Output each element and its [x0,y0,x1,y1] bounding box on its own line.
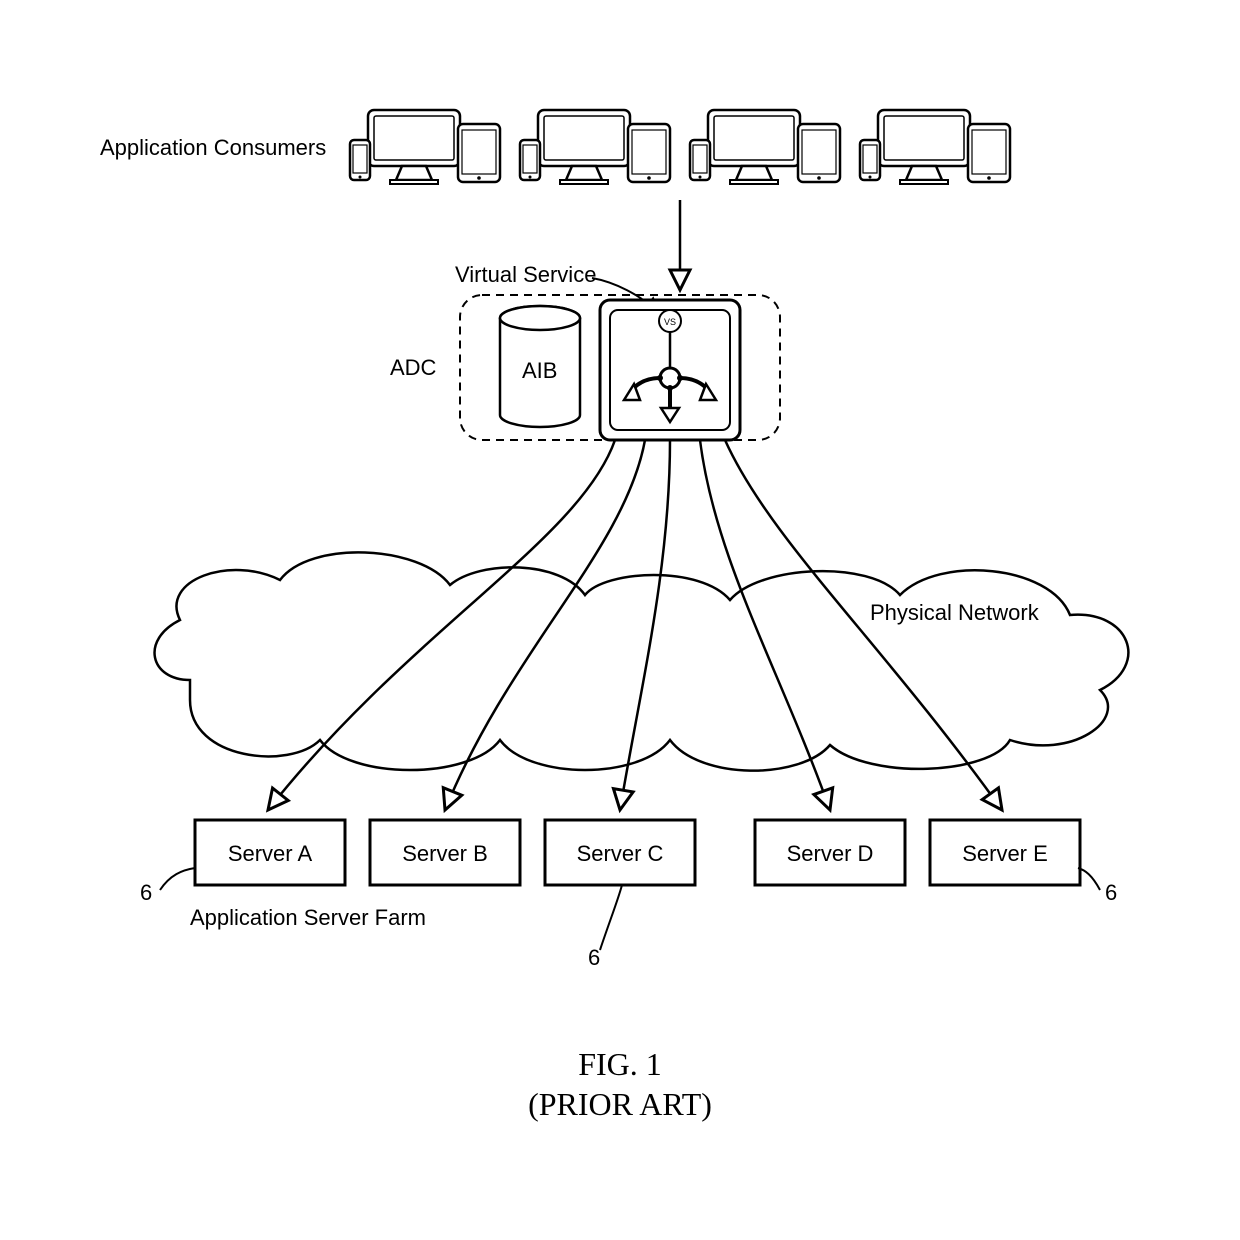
aib-cylinder: AIB [500,306,580,427]
server-b: Server B [370,820,520,885]
router-box: VS [600,300,740,440]
server-c: Server C [545,820,695,885]
svg-text:Server B: Server B [402,841,488,866]
aib-label: AIB [522,358,557,383]
svg-text:Server D: Server D [787,841,874,866]
server-farm-label: Application Server Farm [190,905,426,930]
vs-text: VS [664,317,676,327]
figure-caption: FIG. 1 [578,1046,662,1082]
consumer-devices [350,110,1010,184]
server-farm: Server A Server B Server C Server D Serv… [195,820,1080,885]
svg-text:6: 6 [140,880,152,905]
svg-text:6: 6 [588,945,600,970]
figure-subcaption: (PRIOR ART) [528,1086,712,1122]
consumers-label: Application Consumers [100,135,326,160]
svg-text:Server A: Server A [228,841,313,866]
svg-text:Server C: Server C [577,841,664,866]
svg-text:6: 6 [1105,880,1117,905]
adc-label: ADC [390,355,437,380]
cloud-physical-network: Physical Network [155,552,1129,770]
virtual-service-label: Virtual Service [455,262,596,287]
server-a: Server A [195,820,345,885]
server-e: Server E [930,820,1080,885]
server-d: Server D [755,820,905,885]
physical-network-label: Physical Network [870,600,1040,625]
svg-text:Server E: Server E [962,841,1048,866]
